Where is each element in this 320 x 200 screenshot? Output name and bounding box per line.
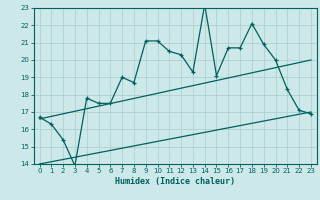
X-axis label: Humidex (Indice chaleur): Humidex (Indice chaleur) bbox=[115, 177, 235, 186]
